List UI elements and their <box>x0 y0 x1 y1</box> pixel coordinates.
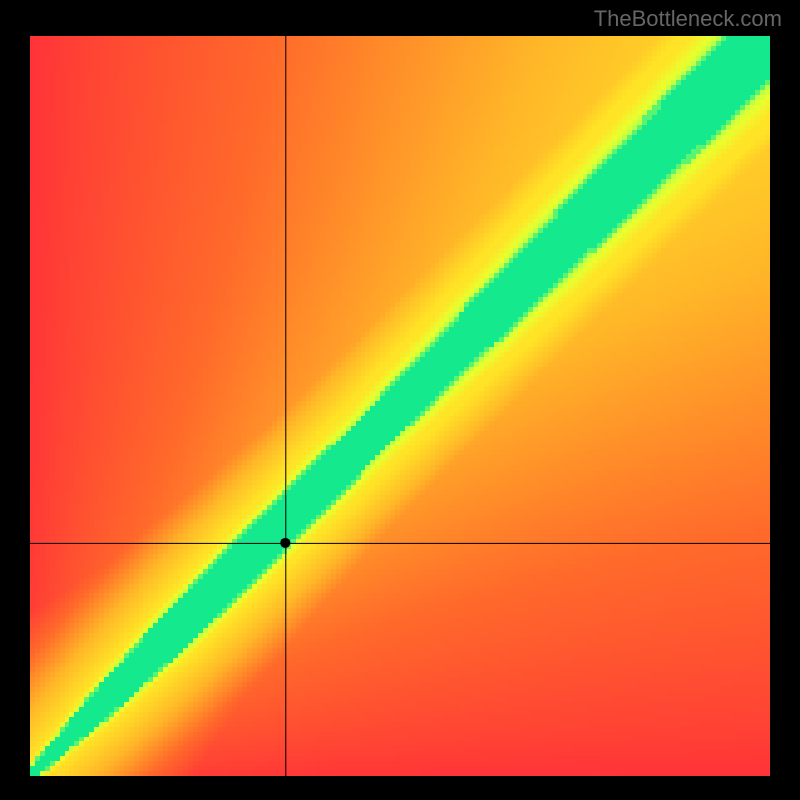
chart-container: TheBottleneck.com <box>0 0 800 800</box>
watermark-text: TheBottleneck.com <box>594 6 782 32</box>
heatmap-canvas <box>30 36 770 776</box>
heatmap-plot <box>30 36 770 776</box>
